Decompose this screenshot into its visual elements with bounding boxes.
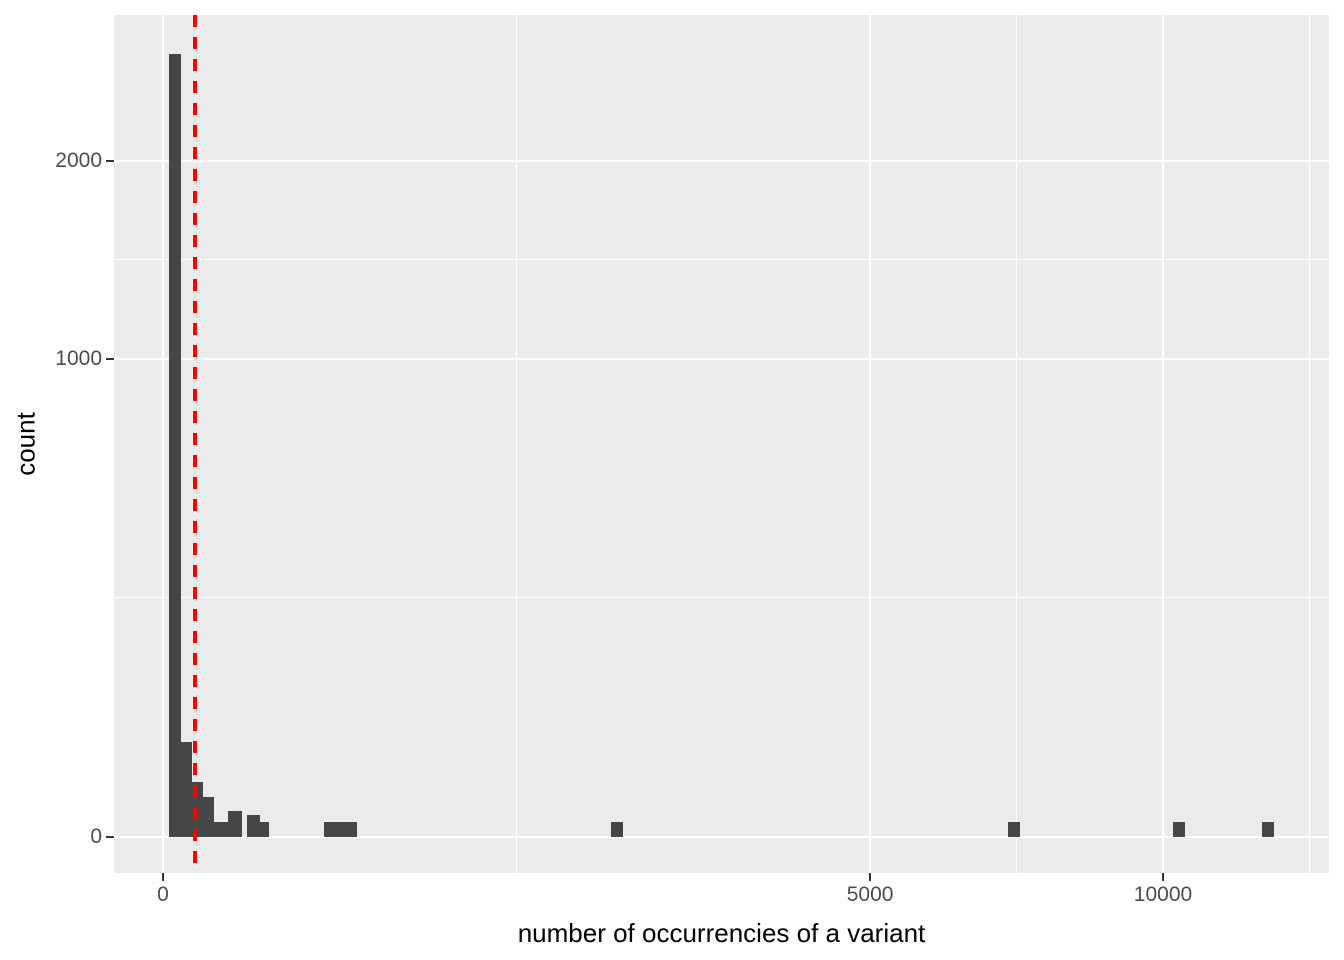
y-gridline-minor — [114, 259, 1329, 261]
y-gridline-major — [114, 357, 1329, 360]
y-tick-mark — [106, 357, 114, 360]
x-tick-label: 0 — [157, 883, 169, 906]
histogram-bar — [246, 815, 260, 837]
x-tick-mark — [869, 873, 872, 881]
histogram-bar — [260, 821, 269, 837]
histogram-bar — [169, 54, 181, 837]
x-tick-mark — [162, 873, 164, 881]
x-gridline-major — [162, 15, 164, 873]
plot-panel — [114, 15, 1329, 873]
histogram-bar — [1008, 821, 1020, 837]
histogram-bar — [202, 796, 214, 837]
x-tick-label: 10000 — [1133, 883, 1193, 906]
histogram-bar — [610, 821, 623, 837]
histogram-bar — [191, 782, 203, 837]
histogram-bar — [213, 821, 228, 837]
x-tick-label: 5000 — [846, 883, 894, 906]
x-gridline-minor — [516, 15, 518, 873]
histogram-bar — [323, 821, 358, 837]
x-axis-title: number of occurrencies of a variant — [517, 918, 926, 948]
y-tick-mark — [106, 159, 114, 162]
y-tick-label: 1000 — [55, 346, 102, 370]
histogram-bar — [1173, 821, 1185, 837]
histogram-bar — [227, 810, 242, 837]
y-axis-title: count — [10, 412, 41, 476]
histogram-bar — [180, 742, 192, 837]
x-gridline-major — [1162, 15, 1164, 873]
y-gridline-major — [114, 159, 1329, 162]
x-gridline-minor — [1308, 15, 1310, 873]
y-gridline-major — [114, 835, 1329, 838]
x-gridline-major — [869, 15, 872, 873]
x-gridline-minor — [1016, 15, 1018, 873]
y-gridline-minor — [114, 597, 1329, 599]
x-tick-mark — [1162, 873, 1164, 881]
y-tick-mark — [106, 835, 114, 838]
y-tick-label: 2000 — [55, 148, 102, 172]
y-tick-label: 0 — [90, 824, 102, 848]
histogram-bar — [1262, 821, 1274, 837]
threshold-vline — [192, 15, 197, 873]
